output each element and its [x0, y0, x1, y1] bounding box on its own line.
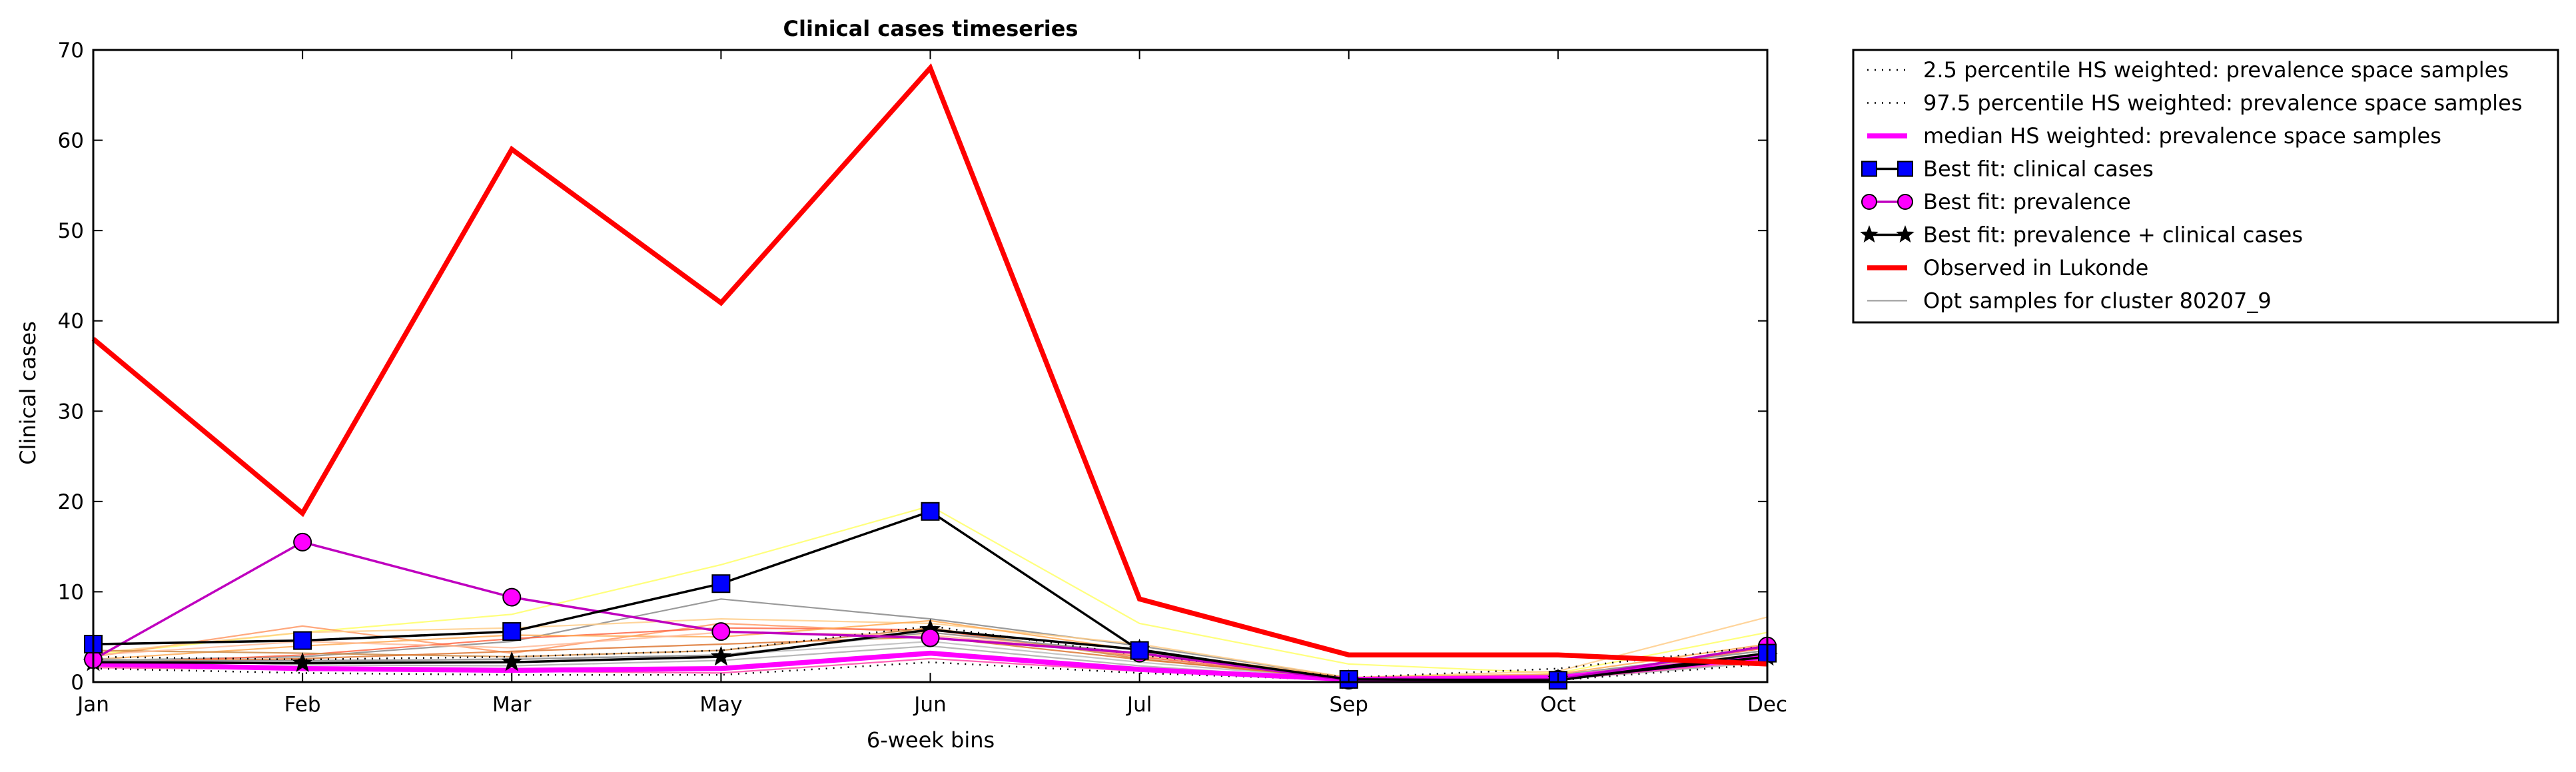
- series-line-4: [93, 541, 1768, 682]
- x-tick-label: Dec: [1747, 693, 1787, 717]
- data-point: [921, 502, 940, 521]
- y-tick-label: 0: [71, 671, 84, 695]
- data-point: [293, 631, 312, 650]
- legend-box: [1852, 49, 2559, 324]
- legend-marker: [1897, 161, 1913, 177]
- legend-marker: [1861, 194, 1877, 210]
- plot-frame: [92, 49, 1769, 683]
- y-tick-label: 50: [58, 219, 84, 243]
- x-tick-label: May: [699, 693, 742, 717]
- y-tick-label: 60: [58, 129, 84, 153]
- data-point: [292, 652, 313, 672]
- series-line-6: [91, 63, 1768, 667]
- data-point: [502, 622, 522, 641]
- legend-label: median HS weighted: prevalence space sam…: [1923, 123, 2441, 149]
- x-tick-label: Sep: [1330, 693, 1368, 717]
- y-tick-label: 10: [58, 580, 84, 604]
- x-tick-label: Mar: [492, 693, 532, 717]
- legend-label: Observed in Lukonde: [1923, 255, 2148, 280]
- x-tick-label: Jun: [913, 693, 946, 717]
- data-point: [711, 622, 731, 641]
- x-tick-label: Feb: [284, 693, 321, 717]
- data-point: [1130, 641, 1149, 660]
- data-point: [293, 532, 312, 552]
- x-tick-label: Jan: [76, 693, 109, 717]
- legend-label: Best fit: prevalence: [1923, 189, 2131, 214]
- data-point: [502, 587, 522, 607]
- legend-marker: [1897, 194, 1913, 210]
- data-point: [921, 628, 940, 647]
- legend-label: Best fit: clinical cases: [1923, 157, 2154, 182]
- y-tick-label: 30: [58, 400, 84, 424]
- legend-label: Best fit: prevalence + clinical cases: [1923, 222, 2303, 248]
- plot-area: [83, 63, 1778, 690]
- series-line-2: [93, 650, 1768, 682]
- x-tick-label: Jul: [1126, 693, 1152, 717]
- data-point: [501, 651, 522, 671]
- series-line-1: [93, 625, 1768, 679]
- x-tick-label: Oct: [1540, 693, 1576, 717]
- legend-marker: [1860, 225, 1879, 243]
- series-line-0: [93, 661, 1768, 681]
- legend-marker: [1861, 161, 1877, 177]
- legend: 2.5 percentile HS weighted: prevalence s…: [1852, 49, 2559, 324]
- y-tick-label: 70: [58, 39, 84, 63]
- legend-label: 97.5 percentile HS weighted: prevalence …: [1923, 91, 2522, 116]
- y-axis-title: Clinical cases: [15, 321, 41, 465]
- y-tick-label: 40: [58, 310, 84, 334]
- chart-title: Clinical cases timeseries: [783, 16, 1078, 41]
- legend-label: 2.5 percentile HS weighted: prevalence s…: [1923, 57, 2509, 83]
- axes: Jan Feb Mar May Jun Jul Sep Oct Dec 0 10 20 30 40 50 60…: [58, 39, 1787, 717]
- legend-marker: [1896, 225, 1915, 243]
- legend-label: Opt samples for cluster 80207_9: [1923, 288, 2272, 314]
- data-point: [710, 645, 731, 666]
- data-point: [711, 574, 731, 593]
- sample-line: [93, 505, 1768, 674]
- y-tick-label: 20: [58, 490, 84, 514]
- x-axis-title: 6-week bins: [867, 727, 995, 753]
